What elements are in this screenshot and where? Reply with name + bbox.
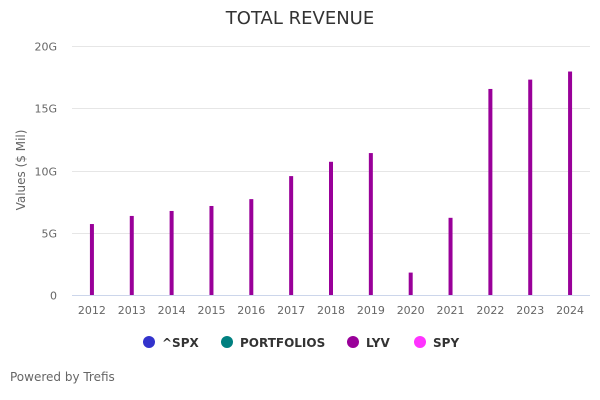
x-tick-label: 2015 — [197, 304, 225, 317]
y-axis: 0 5G 10G 15G 20G — [34, 41, 57, 303]
bar-2012[interactable] — [89, 224, 94, 295]
legend-label: SPY — [433, 336, 459, 350]
y-tick-label: 10G — [34, 166, 57, 179]
legend: ^SPX PORTFOLIOS LYV SPY — [143, 336, 459, 350]
legend-marker-icon — [143, 336, 155, 348]
legend-marker-icon — [347, 336, 359, 348]
bar-2022[interactable] — [488, 88, 493, 295]
bar-2019[interactable] — [368, 153, 373, 295]
legend-item-spy[interactable]: SPY — [414, 336, 459, 350]
bars — [89, 71, 573, 296]
x-tick-label: 2014 — [158, 304, 186, 317]
x-tick-label: 2019 — [357, 304, 385, 317]
bar-2014[interactable] — [169, 210, 174, 295]
legend-item-lyv[interactable]: LYV — [347, 336, 390, 350]
x-tick-label: 2017 — [277, 304, 305, 317]
legend-item-spx[interactable]: ^SPX — [143, 336, 199, 350]
legend-marker-icon — [414, 336, 426, 348]
bar-2020[interactable] — [408, 272, 413, 295]
x-tick-label: 2018 — [317, 304, 345, 317]
x-tick-label: 2016 — [237, 304, 265, 317]
y-tick-label: 5G — [41, 228, 57, 241]
bar-2016[interactable] — [249, 199, 254, 295]
x-tick-label: 2020 — [397, 304, 425, 317]
legend-label: PORTFOLIOS — [240, 336, 325, 350]
bar-2021[interactable] — [448, 217, 453, 295]
bar-2024[interactable] — [568, 71, 573, 296]
x-tick-label: 2023 — [516, 304, 544, 317]
bar-2018[interactable] — [329, 161, 333, 295]
x-tick-label: 2021 — [437, 304, 465, 317]
y-tick-label: 0 — [50, 290, 57, 303]
x-axis: 2012 2013 2014 2015 2016 2017 2018 2019 2020 2021… — [78, 304, 584, 317]
bar-2015[interactable] — [209, 205, 214, 295]
x-tick-label: 2012 — [78, 304, 106, 317]
y-axis-label: Values ($ Mil) — [14, 130, 28, 211]
bar-2023[interactable] — [528, 79, 533, 296]
x-tick-label: 2013 — [118, 304, 146, 317]
legend-marker-icon — [221, 336, 233, 348]
legend-label: LYV — [366, 336, 390, 350]
x-tick-label: 2024 — [556, 304, 584, 317]
legend-label: ^SPX — [162, 336, 199, 350]
bar-2017[interactable] — [289, 176, 294, 295]
x-tick-label: 2022 — [476, 304, 504, 317]
y-tick-label: 15G — [34, 103, 57, 116]
powered-by-footer: Powered by Trefis — [10, 370, 115, 384]
bar-2013[interactable] — [129, 215, 134, 295]
legend-item-portfolios[interactable]: PORTFOLIOS — [221, 336, 325, 350]
chart-title: TOTAL REVENUE — [225, 8, 374, 29]
y-tick-label: 20G — [34, 41, 57, 54]
